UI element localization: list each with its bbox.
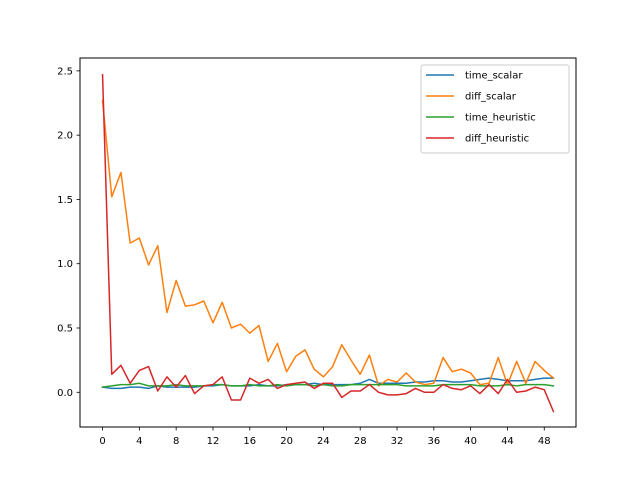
x-tick-label: 28 bbox=[354, 436, 367, 447]
legend-label-time-scalar: time_scalar bbox=[465, 71, 523, 82]
legend-box bbox=[420, 64, 570, 154]
y-tick-label: 1.5 bbox=[57, 195, 73, 206]
x-axis: 0 4 8 12 16 20 24 28 32 36 40 44 48 bbox=[99, 427, 551, 447]
x-tick-label: 4 bbox=[136, 436, 142, 447]
legend-label-diff-scalar: diff_scalar bbox=[465, 92, 517, 103]
x-tick-label: 24 bbox=[317, 436, 330, 447]
series-line-diff-heuristic bbox=[101, 73, 555, 413]
x-tick-label: 8 bbox=[173, 436, 179, 447]
legend-label-diff-heuristic: diff_heuristic bbox=[465, 134, 529, 145]
y-tick-label: 0.0 bbox=[57, 388, 73, 399]
y-tick-label: 0.5 bbox=[57, 324, 73, 335]
y-tick-label: 1.0 bbox=[57, 259, 73, 270]
x-tick-label: 0 bbox=[99, 436, 105, 447]
y-axis: 0.0 0.5 1.0 1.5 2.0 2.5 bbox=[57, 66, 80, 399]
plot-frame bbox=[79, 57, 577, 428]
x-tick-label: 16 bbox=[243, 436, 256, 447]
x-tick-label: 40 bbox=[464, 436, 477, 447]
y-tick-label: 2.0 bbox=[57, 131, 73, 142]
x-tick-label: 44 bbox=[501, 436, 514, 447]
legend-label-time-heuristic: time_heuristic bbox=[465, 113, 536, 124]
series-line-diff-scalar bbox=[101, 99, 555, 387]
x-tick-label: 36 bbox=[427, 436, 440, 447]
x-tick-label: 20 bbox=[280, 436, 293, 447]
x-tick-label: 12 bbox=[207, 436, 220, 447]
x-tick-label: 32 bbox=[391, 436, 404, 447]
legend: time_scalar diff_scalar time_heuristicdiff… bbox=[420, 64, 570, 154]
y-tick-label: 2.5 bbox=[57, 66, 73, 77]
x-tick-label: 48 bbox=[538, 436, 551, 447]
series-lines bbox=[101, 73, 555, 413]
